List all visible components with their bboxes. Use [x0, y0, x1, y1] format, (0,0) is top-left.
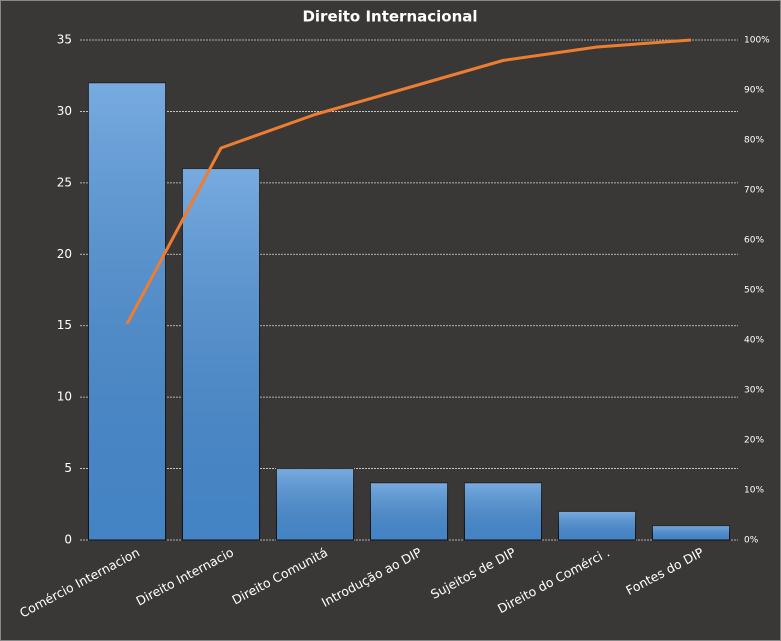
bar-shade	[464, 482, 542, 540]
y-tick-label: 5	[64, 461, 72, 475]
y2-tick-label: 0%	[744, 536, 759, 546]
bar-shade	[558, 511, 636, 540]
y2-tick-label: 10%	[744, 486, 764, 496]
y2-tick-label: 60%	[744, 236, 764, 246]
bar-shade	[370, 482, 448, 540]
y2-tick-label: 100%	[744, 36, 770, 46]
y2-tick-label: 40%	[744, 336, 764, 346]
bar-shade	[276, 468, 354, 540]
line	[125, 38, 692, 325]
y2-tick-label: 30%	[744, 386, 764, 396]
y2-tick-label: 90%	[744, 86, 764, 96]
y-tick-label: 15	[57, 318, 72, 332]
y2-tick-label: 50%	[744, 286, 764, 296]
y-tick-label: 0	[64, 533, 72, 547]
bar-shade	[182, 168, 260, 541]
y-tick-label: 30	[57, 104, 72, 118]
y2-tick-label: 20%	[744, 436, 764, 446]
chart-title: Direito Internacional	[302, 8, 477, 26]
bar-shade	[88, 82, 166, 540]
y-tick-label: 10	[57, 390, 72, 404]
y-tick-label: 25	[57, 175, 72, 189]
y-tick-label: 35	[57, 33, 72, 47]
y-tick-label: 20	[57, 247, 72, 261]
y2-tick-label: 70%	[744, 186, 764, 196]
y2-tick-label: 80%	[744, 136, 764, 146]
bar-shade	[652, 525, 730, 540]
